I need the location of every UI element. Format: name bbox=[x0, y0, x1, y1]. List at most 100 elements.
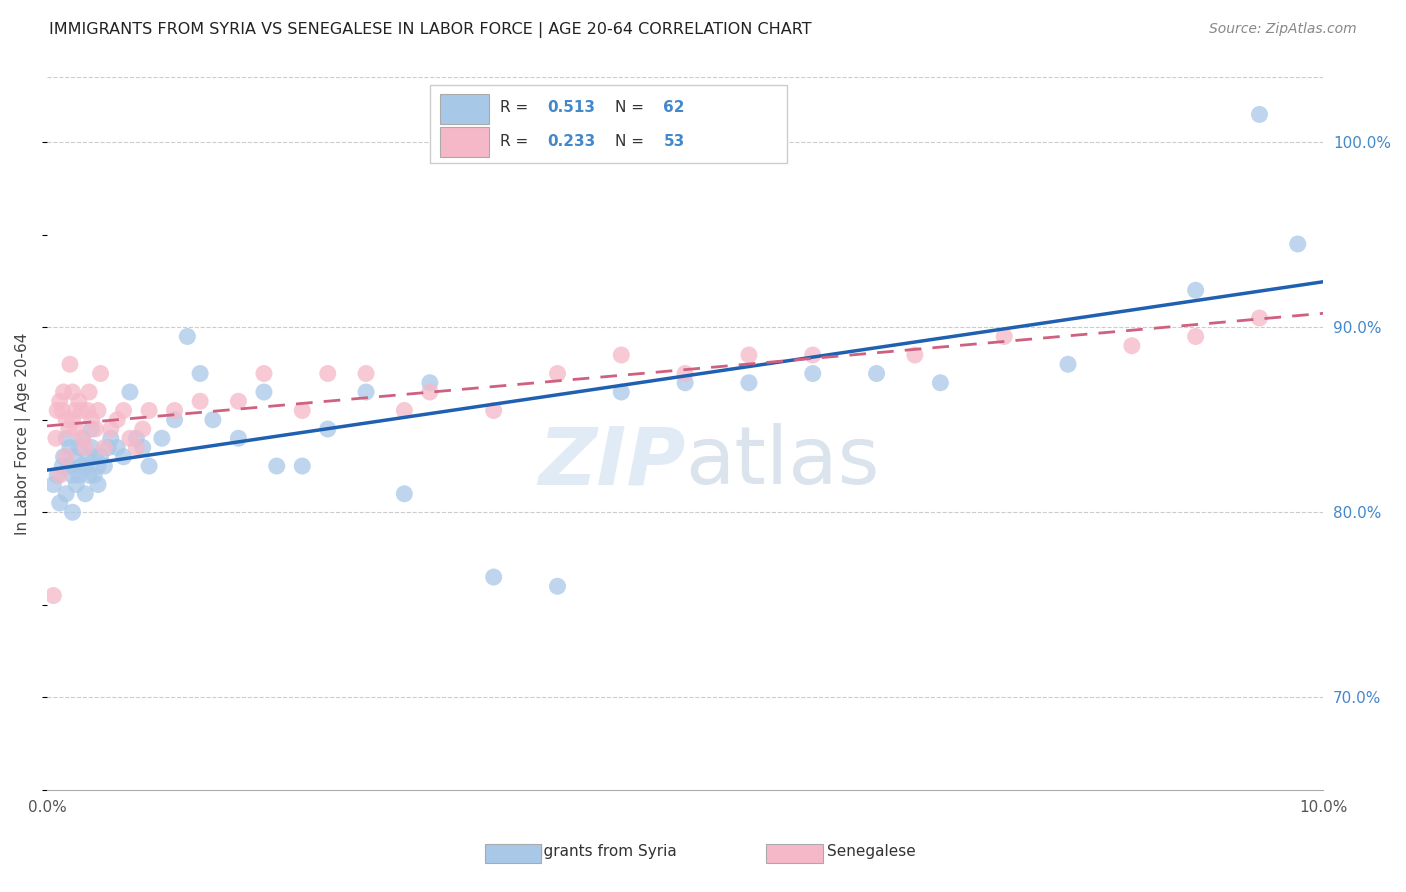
Point bbox=[76, 450, 98, 464]
Point bbox=[63, 450, 86, 464]
FancyBboxPatch shape bbox=[440, 128, 488, 157]
Point bbox=[1121, 339, 1143, 353]
Point bbox=[51, 403, 73, 417]
Point bbox=[59, 441, 82, 455]
Point bbox=[738, 348, 761, 362]
Point bbox=[125, 441, 148, 455]
Point bbox=[138, 458, 160, 473]
Point bbox=[93, 458, 115, 473]
Point bbox=[354, 367, 377, 381]
Point bbox=[55, 413, 77, 427]
Point bbox=[482, 570, 505, 584]
Point bbox=[801, 348, 824, 362]
Point bbox=[163, 403, 186, 417]
Point bbox=[112, 403, 135, 417]
Point bbox=[67, 468, 90, 483]
Point bbox=[131, 441, 153, 455]
Point bbox=[419, 376, 441, 390]
Text: 0.233: 0.233 bbox=[547, 134, 596, 149]
Point bbox=[131, 422, 153, 436]
Point bbox=[59, 357, 82, 371]
Point bbox=[316, 422, 339, 436]
Point bbox=[42, 589, 65, 603]
Point bbox=[118, 431, 141, 445]
Text: R =: R = bbox=[501, 134, 533, 149]
Point bbox=[1184, 283, 1206, 297]
Point bbox=[77, 468, 100, 483]
Point bbox=[51, 458, 73, 473]
Point bbox=[83, 468, 105, 483]
Point bbox=[188, 394, 211, 409]
Point bbox=[112, 450, 135, 464]
Point bbox=[1184, 329, 1206, 343]
Point bbox=[266, 458, 288, 473]
Point bbox=[801, 367, 824, 381]
Point bbox=[55, 431, 77, 445]
Point bbox=[52, 450, 75, 464]
Point bbox=[62, 413, 84, 427]
Point bbox=[291, 403, 314, 417]
Point bbox=[62, 505, 84, 519]
Point bbox=[176, 329, 198, 343]
Point bbox=[316, 367, 339, 381]
Point bbox=[48, 496, 70, 510]
Point bbox=[80, 441, 103, 455]
Point bbox=[97, 441, 120, 455]
Point bbox=[48, 394, 70, 409]
Text: atlas: atlas bbox=[685, 423, 880, 501]
Point bbox=[673, 376, 696, 390]
Point bbox=[46, 403, 69, 417]
Point bbox=[125, 431, 148, 445]
Text: ZIP: ZIP bbox=[537, 423, 685, 501]
Point bbox=[52, 384, 75, 399]
Point bbox=[547, 367, 569, 381]
Point bbox=[1286, 237, 1309, 252]
Point bbox=[80, 422, 103, 436]
Text: Source: ZipAtlas.com: Source: ZipAtlas.com bbox=[1209, 22, 1357, 37]
Point bbox=[1057, 357, 1080, 371]
Point bbox=[65, 477, 87, 491]
Point bbox=[75, 458, 97, 473]
Point bbox=[394, 487, 416, 501]
Point bbox=[482, 403, 505, 417]
Point bbox=[76, 403, 98, 417]
Point bbox=[65, 422, 87, 436]
Text: Immigrants from Syria: Immigrants from Syria bbox=[505, 845, 676, 859]
Point bbox=[163, 413, 186, 427]
Point bbox=[105, 413, 128, 427]
Point bbox=[419, 384, 441, 399]
Point bbox=[45, 431, 67, 445]
Point bbox=[70, 458, 93, 473]
Point bbox=[84, 450, 107, 464]
Point bbox=[87, 477, 110, 491]
Point bbox=[62, 384, 84, 399]
Point bbox=[75, 487, 97, 501]
Point bbox=[904, 348, 927, 362]
Text: 53: 53 bbox=[664, 134, 685, 149]
Point bbox=[228, 431, 250, 445]
Point bbox=[354, 384, 377, 399]
Text: N =: N = bbox=[614, 134, 648, 149]
Point bbox=[62, 468, 84, 483]
Point bbox=[929, 376, 952, 390]
Text: IMMIGRANTS FROM SYRIA VS SENEGALESE IN LABOR FORCE | AGE 20-64 CORRELATION CHART: IMMIGRANTS FROM SYRIA VS SENEGALESE IN L… bbox=[49, 22, 811, 38]
Text: N =: N = bbox=[614, 100, 648, 115]
Point bbox=[138, 403, 160, 417]
Text: Senegalese: Senegalese bbox=[827, 845, 917, 859]
Point bbox=[67, 441, 90, 455]
FancyBboxPatch shape bbox=[440, 94, 488, 124]
Point bbox=[1249, 107, 1271, 121]
Text: 62: 62 bbox=[664, 100, 685, 115]
Point bbox=[394, 403, 416, 417]
Point bbox=[291, 458, 314, 473]
Point bbox=[55, 487, 77, 501]
Point bbox=[75, 441, 97, 455]
Point bbox=[63, 403, 86, 417]
Text: R =: R = bbox=[501, 100, 533, 115]
Point bbox=[100, 422, 122, 436]
Point bbox=[58, 422, 80, 436]
Point bbox=[738, 376, 761, 390]
Point bbox=[55, 450, 77, 464]
Point bbox=[993, 329, 1015, 343]
Point bbox=[547, 579, 569, 593]
